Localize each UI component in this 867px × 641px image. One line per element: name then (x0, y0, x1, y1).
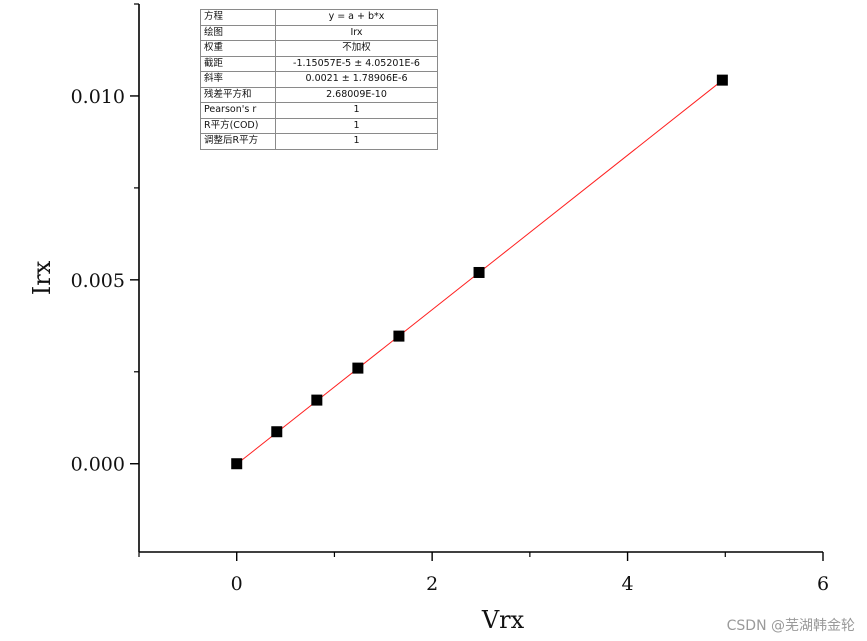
table-value: -1.15057E-5 ± 4.05201E-6 (275, 55, 438, 72)
axes: 0 2 4 6 0.000 0.005 0.010 (71, 3, 829, 595)
table-value: y = a + b*x (275, 9, 438, 26)
data-points (231, 74, 728, 470)
table-value: 不加权 (275, 40, 438, 57)
table-key: 绘图 (200, 24, 276, 41)
y-tick-label: 0.010 (71, 86, 125, 108)
data-point (393, 330, 405, 342)
y-tick-label: 0.005 (71, 270, 125, 292)
table-value: 2.68009E-10 (275, 86, 438, 103)
data-point (352, 362, 364, 374)
x-tick-label: 4 (622, 573, 634, 595)
table-row: 权重 不加权 (200, 40, 438, 57)
x-axis-title: Vrx (481, 606, 525, 634)
table-value: 1 (275, 102, 438, 119)
table-key: 残差平方和 (200, 86, 276, 103)
table-key: 调整后R平方 (200, 133, 276, 150)
fit-results-table: 方程 y = a + b*x 绘图 Irx 权重 不加权 截距 -1.15057E-5 … (200, 9, 438, 150)
x-tick-label: 6 (817, 573, 829, 595)
table-value: 1 (275, 117, 438, 134)
table-row: 残差平方和 2.68009E-10 (200, 86, 438, 103)
data-point (716, 74, 728, 86)
table-key: 截距 (200, 55, 276, 72)
data-point (473, 266, 485, 278)
table-row: 调整后R平方 1 (200, 133, 438, 150)
y-tick-label: 0.000 (71, 454, 125, 476)
x-tick-label: 2 (426, 573, 438, 595)
table-row: 斜率 0.0021 ± 1.78906E-6 (200, 71, 438, 88)
data-point (271, 426, 283, 438)
table-row: R平方(COD) 1 (200, 117, 438, 134)
x-tick-label: 0 (231, 573, 243, 595)
data-point (231, 458, 243, 470)
table-row: 截距 -1.15057E-5 ± 4.05201E-6 (200, 55, 438, 72)
table-value: 1 (275, 133, 438, 150)
data-point (311, 394, 323, 406)
table-key: 方程 (200, 9, 276, 26)
table-key: Pearson's r (200, 102, 276, 119)
table-value: 0.0021 ± 1.78906E-6 (275, 71, 438, 88)
y-axis-title: Irx (28, 260, 56, 295)
table-key: R平方(COD) (200, 117, 276, 134)
watermark: CSDN @芜湖韩金轮 (727, 617, 855, 634)
table-key: 权重 (200, 40, 276, 57)
table-row: 绘图 Irx (200, 24, 438, 41)
table-value: Irx (275, 24, 438, 41)
table-row: 方程 y = a + b*x (200, 9, 438, 26)
table-key: 斜率 (200, 71, 276, 88)
